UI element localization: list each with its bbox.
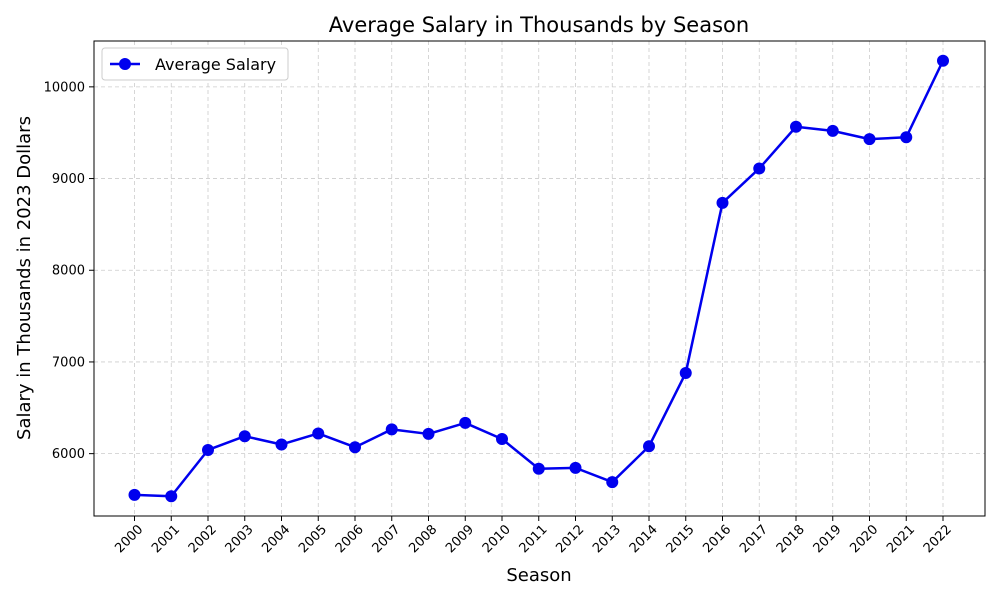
y-tick-label: 10000 bbox=[44, 80, 85, 95]
y-tick-label: 8000 bbox=[52, 264, 85, 279]
x-tick-label: 2011 bbox=[517, 522, 551, 556]
y-axis-ticks: 6000 7000 8000 9000 10000 bbox=[44, 80, 94, 462]
x-tick-label: 2008 bbox=[406, 522, 440, 556]
legend-box bbox=[101, 47, 289, 81]
data-point bbox=[459, 416, 472, 429]
x-tick-label: 2018 bbox=[774, 522, 808, 556]
data-point bbox=[643, 440, 655, 453]
x-tick-label: 2015 bbox=[664, 522, 698, 556]
x-tick-label: 2020 bbox=[847, 522, 881, 556]
data-point bbox=[385, 423, 398, 436]
data-point bbox=[496, 432, 508, 445]
x-tick-label: 2010 bbox=[480, 522, 514, 556]
x-tick-label: 2017 bbox=[737, 522, 771, 556]
data-point bbox=[937, 54, 949, 67]
y-tick-label: 9000 bbox=[52, 172, 85, 187]
data-point bbox=[238, 430, 251, 443]
x-tick-label: 2000 bbox=[112, 522, 146, 556]
x-tick-label: 2014 bbox=[627, 522, 661, 556]
x-tick-label: 2005 bbox=[296, 522, 330, 556]
x-tick-label: 2007 bbox=[370, 522, 404, 556]
data-point bbox=[900, 131, 913, 144]
data-point bbox=[202, 443, 214, 456]
x-axis-ticks: 2000 2001 2002 2003 2004 2005 2006 2007 2008 2009… bbox=[112, 516, 955, 556]
x-tick-label: 2001 bbox=[149, 522, 183, 556]
x-tick-label: 2009 bbox=[443, 522, 477, 556]
data-point bbox=[679, 366, 692, 379]
y-tick-label: 7000 bbox=[52, 355, 85, 370]
x-tick-label: 2016 bbox=[700, 522, 734, 556]
data-point bbox=[790, 120, 802, 133]
data-point bbox=[349, 441, 361, 454]
data-point bbox=[569, 461, 582, 474]
data-point bbox=[422, 427, 435, 440]
x-axis-title: Season bbox=[506, 565, 571, 586]
y-tick-label: 6000 bbox=[52, 447, 85, 462]
data-point bbox=[165, 490, 178, 503]
data-point bbox=[128, 488, 141, 501]
y-axis-title: Salary in Thousands in 2023 Dollars bbox=[14, 116, 35, 440]
data-point bbox=[826, 124, 839, 137]
chart-title: Average Salary in Thousands by Season bbox=[329, 13, 749, 37]
legend-marker-swatch bbox=[119, 58, 131, 70]
data-point bbox=[863, 133, 876, 146]
data-point bbox=[716, 196, 729, 209]
x-tick-label: 2003 bbox=[223, 522, 257, 556]
data-point bbox=[532, 462, 545, 475]
data-point bbox=[606, 476, 619, 489]
data-point bbox=[275, 438, 288, 451]
data-point bbox=[312, 427, 325, 440]
grid bbox=[94, 41, 985, 516]
legend: Average Salary bbox=[101, 47, 289, 81]
legend-label: Average Salary bbox=[155, 55, 276, 74]
data-point bbox=[753, 162, 766, 175]
series-layer bbox=[128, 54, 949, 503]
x-tick-label: 2012 bbox=[553, 522, 587, 556]
x-tick-label: 2013 bbox=[590, 522, 624, 556]
x-tick-label: 2022 bbox=[921, 522, 955, 556]
x-tick-label: 2002 bbox=[186, 522, 220, 556]
x-tick-label: 2019 bbox=[811, 522, 845, 556]
plot-frame bbox=[93, 40, 986, 517]
x-tick-label: 2006 bbox=[333, 522, 367, 556]
x-tick-label: 2004 bbox=[259, 522, 293, 556]
x-tick-label: 2021 bbox=[884, 522, 918, 556]
